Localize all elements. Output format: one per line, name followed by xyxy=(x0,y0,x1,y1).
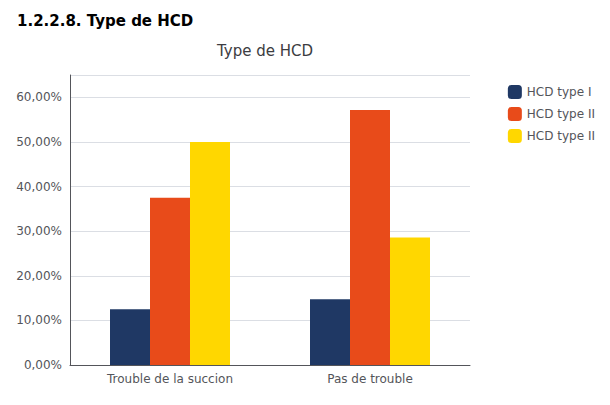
svg-text:50,00%: 50,00% xyxy=(16,135,62,149)
svg-text:30,00%: 30,00% xyxy=(16,224,62,238)
svg-text:HCD type I: HCD type I xyxy=(527,85,592,99)
svg-text:1.2.2.8. Type de HCD: 1.2.2.8. Type de HCD xyxy=(17,12,193,30)
svg-text:Trouble de la succion: Trouble de la succion xyxy=(106,372,233,386)
svg-text:40,00%: 40,00% xyxy=(16,180,62,194)
svg-text:HCD type II: HCD type II xyxy=(527,129,595,143)
svg-text:10,00%: 10,00% xyxy=(16,313,62,327)
svg-text:Type de HCD: Type de HCD xyxy=(216,42,313,60)
svg-text:0,00%: 0,00% xyxy=(24,358,62,372)
svg-text:Pas de trouble: Pas de trouble xyxy=(327,372,413,386)
svg-text:20,00%: 20,00% xyxy=(16,269,62,283)
svg-text:60,00%: 60,00% xyxy=(16,90,62,104)
svg-text:HCD type II: HCD type II xyxy=(527,107,595,121)
